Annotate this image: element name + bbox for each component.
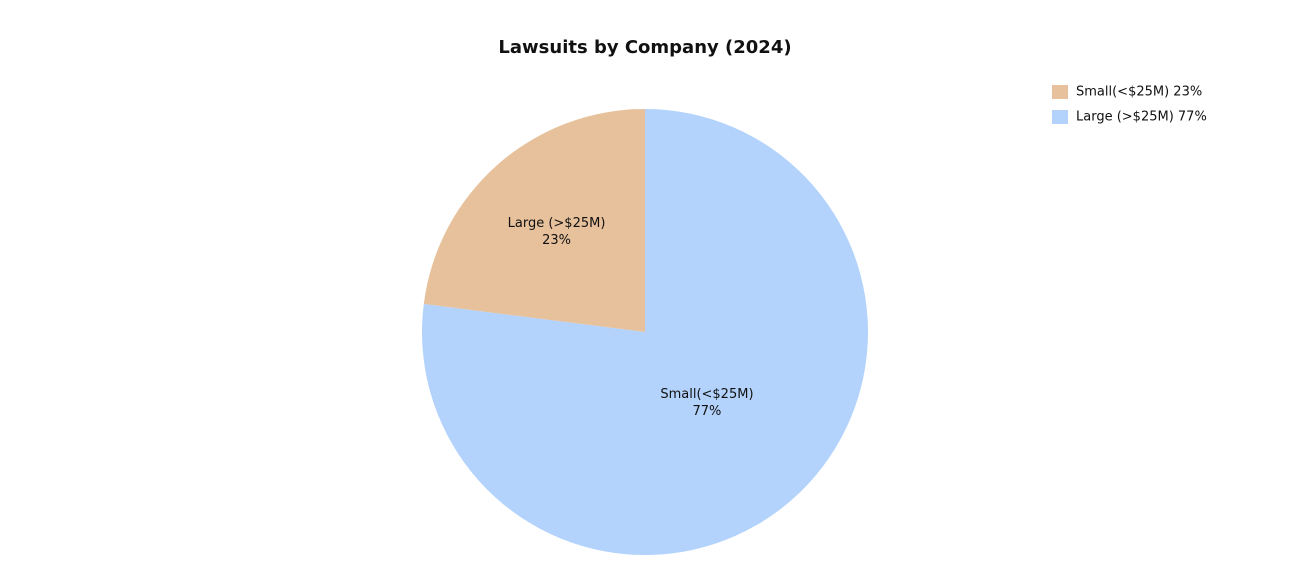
legend-swatch [1052,110,1068,124]
pie-slice [422,109,869,555]
slice-label: Small(<$25M) [660,387,753,402]
pie-slice [423,109,645,332]
slice-value-label: 77% [692,404,721,419]
legend-label: Small(<$25M) 23% [1076,85,1202,100]
legend-label: Large (>$25M) 77% [1076,110,1207,125]
legend-swatch [1052,85,1068,99]
slice-value-label: 23% [542,233,571,248]
slice-label: Large (>$25M) [508,216,606,231]
chart-title: Lawsuits by Company (2024) [498,37,791,58]
